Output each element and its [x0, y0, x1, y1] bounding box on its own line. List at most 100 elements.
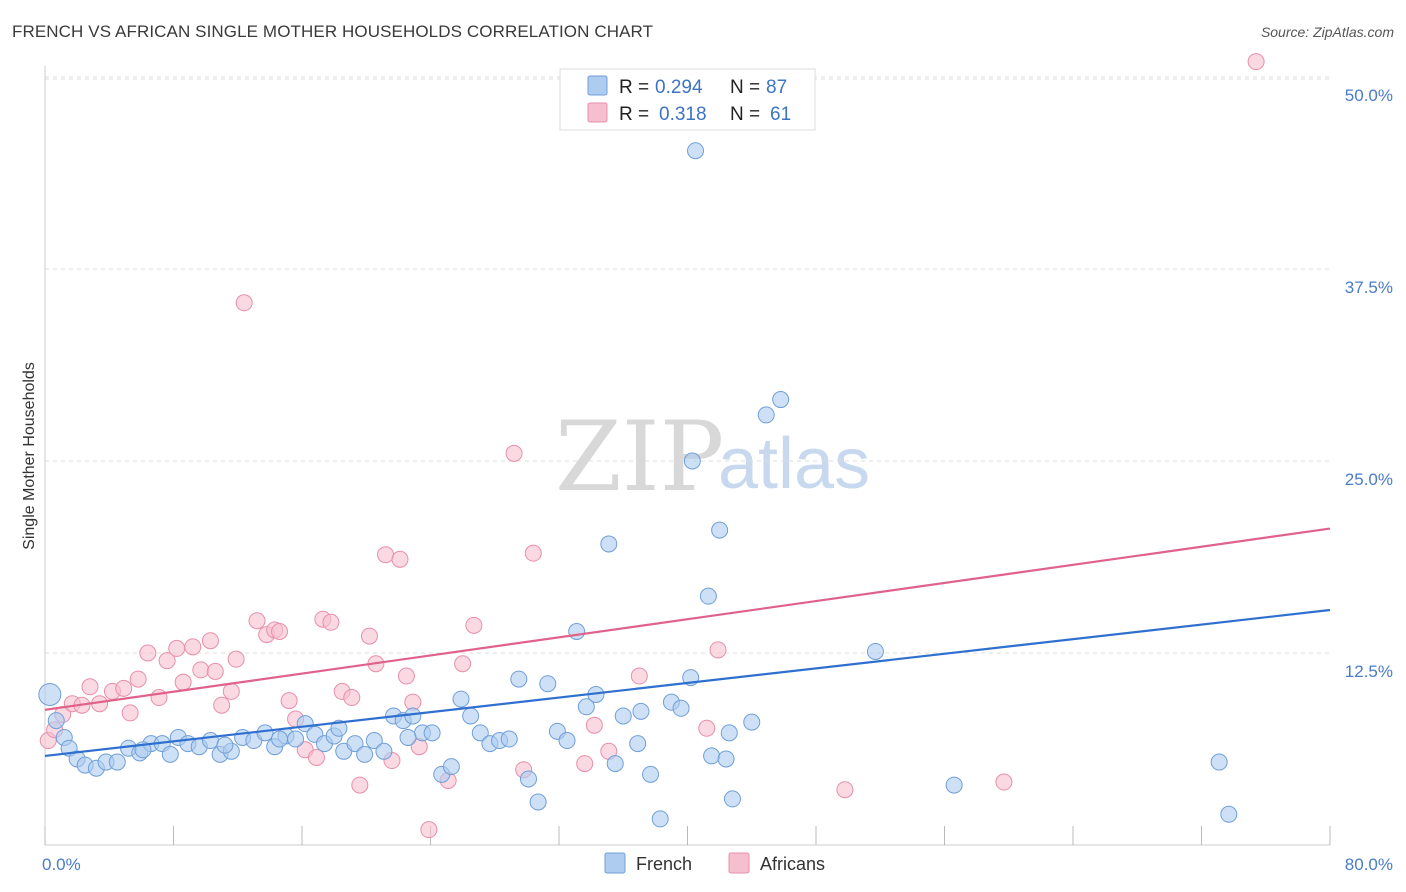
- french-point: [558, 732, 576, 750]
- africans-point: [397, 667, 415, 685]
- africans-point: [343, 689, 361, 707]
- africans-point: [115, 679, 133, 697]
- y-tick-label: 50.0%: [1345, 86, 1393, 105]
- french-point: [606, 755, 624, 773]
- africans-point: [192, 661, 210, 679]
- legend-n-value-africans: 61: [770, 104, 791, 125]
- french-point: [772, 391, 790, 409]
- french-point: [201, 732, 219, 750]
- french-point: [216, 736, 234, 754]
- africans-point: [213, 696, 231, 714]
- source-label: Source: ZipAtlas.com: [1260, 24, 1394, 40]
- africans-point: [168, 639, 186, 657]
- bottom-legend-label-french: French: [636, 854, 692, 874]
- french-point: [723, 790, 741, 808]
- africans-point: [351, 776, 369, 794]
- africans-point: [524, 544, 542, 562]
- french-point: [529, 793, 547, 811]
- french-point: [683, 452, 701, 470]
- french-point: [614, 707, 632, 725]
- africans-point: [322, 613, 340, 631]
- bottom-legend-swatch-french: [604, 852, 626, 874]
- trend-lines: [44, 527, 1331, 758]
- french-trend-line: [44, 608, 1331, 758]
- chart-title: FRENCH VS AFRICAN SINGLE MOTHER HOUSEHOL…: [12, 22, 654, 41]
- africans-point: [698, 719, 716, 737]
- africans-point: [227, 650, 245, 668]
- africans-point: [391, 550, 409, 568]
- africans-point: [709, 641, 727, 659]
- legend-swatch-africans: [587, 102, 608, 123]
- africans-point: [222, 682, 240, 700]
- french-point: [642, 765, 660, 783]
- africans-point: [585, 716, 603, 734]
- legend-n-label-africans: N =: [730, 104, 760, 125]
- africans-point: [271, 622, 289, 640]
- french-point: [510, 670, 528, 688]
- french-point: [423, 724, 441, 742]
- french-point: [629, 735, 647, 753]
- watermark-atlas: atlas: [718, 424, 870, 504]
- french-point: [161, 745, 179, 763]
- bottom-legend-swatch-africans: [728, 852, 750, 874]
- africans-point: [576, 755, 594, 773]
- french-point: [866, 642, 884, 660]
- y-tick-label: 37.5%: [1345, 278, 1393, 297]
- legend-r-label-french: R =: [619, 77, 649, 98]
- french-point: [356, 745, 374, 763]
- french-point: [672, 699, 690, 717]
- axes: 12.5% 25.0% 37.5% 50.0% 0.0% 80.0%: [42, 66, 1393, 874]
- africans-point: [201, 632, 219, 650]
- africans-point: [377, 546, 395, 564]
- french-point: [632, 702, 650, 720]
- y-tick-label: 25.0%: [1345, 470, 1393, 489]
- french-point: [346, 735, 364, 753]
- africans-point: [235, 294, 253, 312]
- africans-point: [81, 678, 99, 696]
- africans-trend-line: [44, 527, 1331, 711]
- french-point: [577, 698, 595, 716]
- grid: [45, 76, 1330, 654]
- french-point: [651, 810, 669, 828]
- bottom-legend-label-africans: Africans: [760, 854, 825, 874]
- africans-point: [206, 662, 224, 680]
- french-point: [1220, 805, 1238, 823]
- x-tick-label-min: 0.0%: [42, 855, 81, 874]
- africans-point: [280, 692, 298, 710]
- africans-point: [630, 667, 648, 685]
- french-point: [47, 712, 65, 730]
- french-point: [375, 742, 393, 760]
- french-point: [399, 728, 417, 746]
- africans-point: [360, 627, 378, 645]
- french-point: [500, 730, 518, 748]
- legend-r-value-africans: 0.318: [659, 104, 707, 125]
- french-point: [600, 535, 618, 553]
- y-tick-label: 12.5%: [1345, 662, 1393, 681]
- africans-point: [465, 616, 483, 634]
- french-point: [452, 690, 470, 708]
- legend-swatch-french: [587, 75, 608, 96]
- french-point: [471, 724, 489, 742]
- africans-point: [121, 704, 139, 722]
- africans-point: [420, 821, 438, 839]
- french-point: [711, 521, 729, 539]
- french-point: [699, 587, 717, 605]
- french-point: [945, 776, 963, 794]
- legend: R = 0.294 N = 87 R = 0.318 N = 61: [559, 68, 816, 131]
- legend-n-value-french: 87: [766, 77, 787, 98]
- legend-n-label-french: N =: [730, 77, 760, 98]
- french-point: [539, 675, 557, 693]
- french-point: [287, 730, 305, 748]
- french-point: [687, 142, 705, 160]
- french-point: [757, 406, 775, 424]
- french-point: [720, 724, 738, 742]
- y-axis-title: Single Mother Households: [21, 362, 38, 550]
- french-point: [38, 682, 62, 706]
- french-point: [568, 622, 586, 640]
- french-point: [330, 719, 348, 737]
- watermark: ZIP atlas: [555, 401, 870, 513]
- africans-point: [1247, 53, 1265, 71]
- legend-r-label-africans: R =: [619, 104, 649, 125]
- africans-point: [158, 652, 176, 670]
